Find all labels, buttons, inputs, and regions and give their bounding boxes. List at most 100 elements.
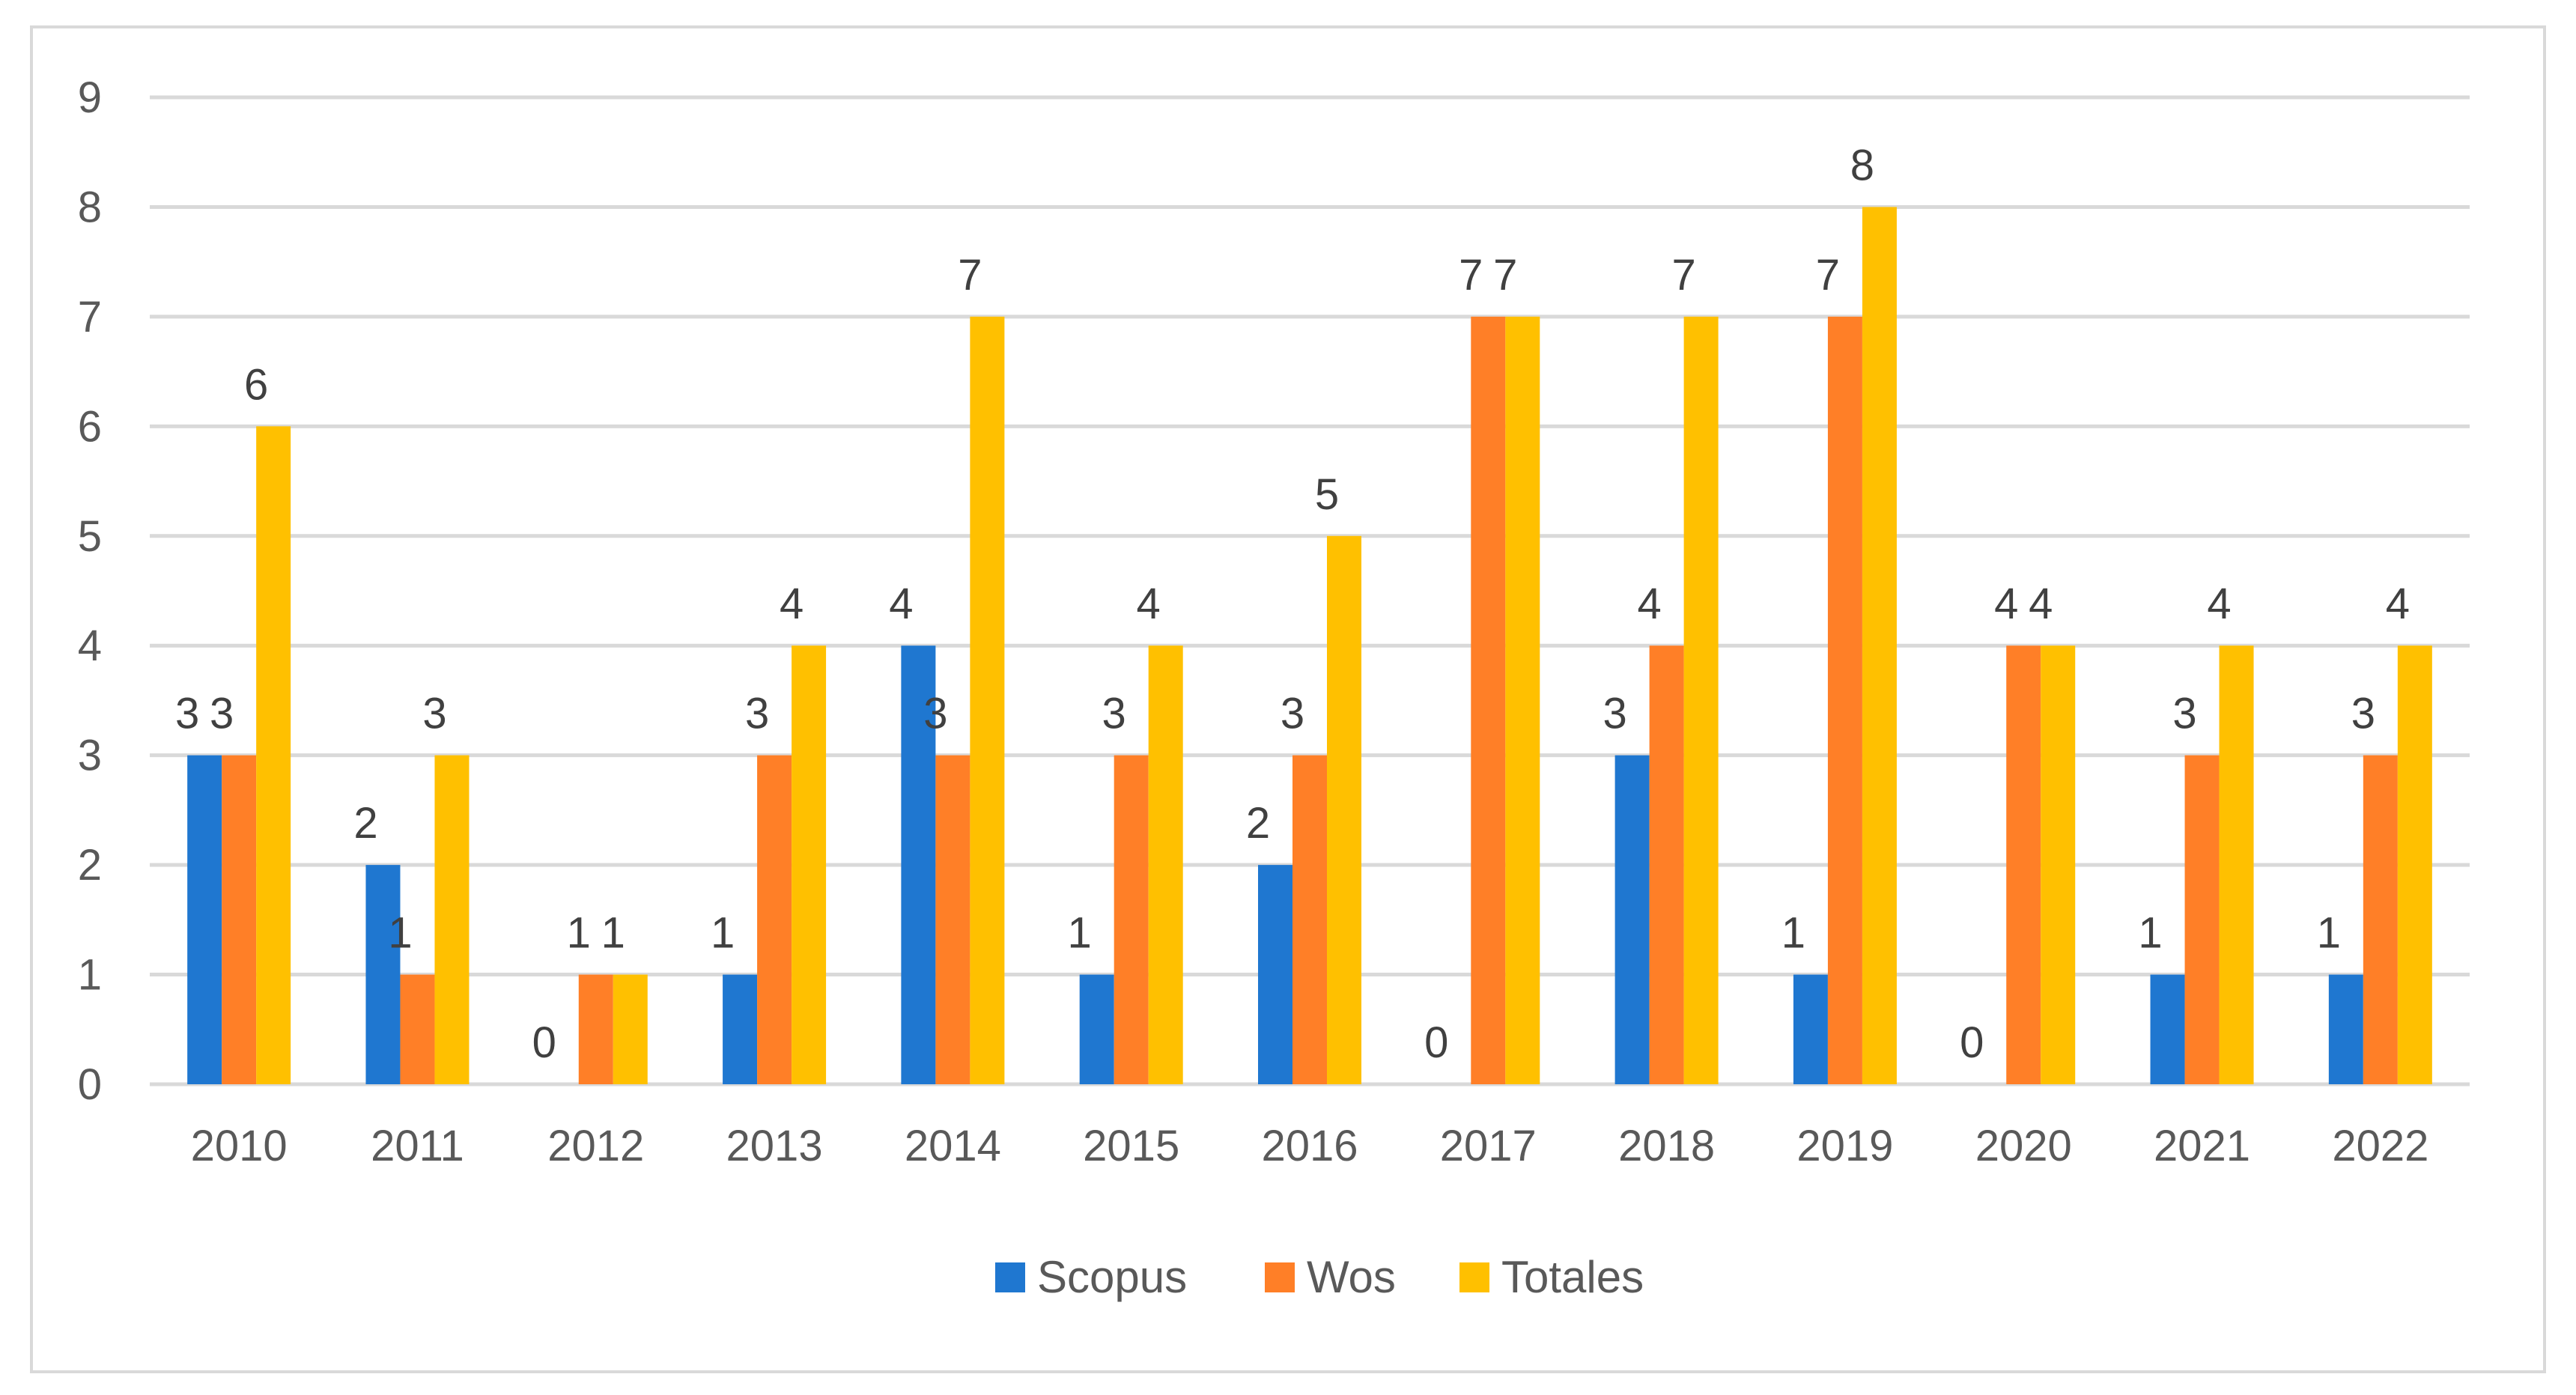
data-label-totales-2015: 4 [1137, 580, 1161, 628]
bar-scopus-2018 [1614, 755, 1650, 1084]
data-label-scopus-2017: 0 [1424, 1018, 1448, 1067]
x-tick-label: 2012 [547, 1122, 644, 1170]
data-label-scopus-2020: 0 [1960, 1018, 1984, 1067]
data-label-wos-2012: 1 [567, 909, 591, 958]
bar-wos-2021 [2184, 755, 2220, 1084]
legend-label-wos: Wos [1307, 1252, 1396, 1302]
data-label-wos-2021: 3 [2172, 690, 2196, 738]
x-tick-label: 2011 [371, 1122, 464, 1170]
bar-scopus-2022 [2328, 974, 2363, 1084]
data-label-wos-2015: 3 [1102, 690, 1126, 738]
bar-scopus-2021 [2150, 974, 2185, 1084]
bar-totales-2020 [2041, 645, 2076, 1084]
bar-wos-2014 [935, 755, 970, 1084]
bar-wos-2011 [400, 974, 435, 1084]
bar-wos-2017 [1471, 316, 1506, 1084]
y-tick-label: 3 [78, 732, 102, 780]
data-label-totales-2011: 3 [422, 690, 446, 738]
bar-wos-2010 [222, 755, 257, 1084]
bar-wos-2022 [2363, 755, 2398, 1084]
bars [187, 207, 2432, 1084]
bar-wos-2012 [578, 974, 613, 1084]
y-axis-ticks: 0 1 2 3 4 5 6 7 8 9 [78, 73, 102, 1109]
bar-scopus-2016 [1258, 865, 1292, 1084]
x-tick-label: 2020 [1975, 1122, 2072, 1170]
data-label-scopus-2011: 2 [353, 799, 377, 848]
bar-wos-2015 [1114, 755, 1149, 1084]
data-label-wos-2016: 3 [1281, 690, 1304, 738]
bar-scopus-2010 [187, 755, 222, 1084]
x-tick-label: 2019 [1796, 1122, 1893, 1170]
data-label-totales-2012: 1 [601, 909, 625, 958]
data-label-totales-2014: 7 [958, 251, 982, 300]
data-label-wos-2022: 3 [2351, 690, 2375, 738]
data-label-wos-2014: 3 [923, 690, 947, 738]
x-tick-label: 2013 [726, 1122, 823, 1170]
x-tick-label: 2015 [1083, 1122, 1179, 1170]
bar-totales-2022 [2397, 645, 2432, 1084]
legend-label-totales: Totales [1501, 1252, 1644, 1302]
y-tick-label: 8 [78, 183, 102, 231]
data-label-scopus-2010: 3 [175, 690, 199, 738]
x-tick-label: 2021 [2154, 1122, 2250, 1170]
bar-scopus-2015 [1079, 974, 1114, 1084]
bar-totales-2012 [613, 974, 648, 1084]
data-label-totales-2013: 4 [780, 580, 804, 628]
data-label-totales-2018: 7 [1671, 251, 1695, 300]
gridlines [150, 95, 2470, 1086]
legend-swatch-totales [1459, 1262, 1489, 1292]
bar-wos-2020 [2006, 645, 2041, 1084]
bar-scopus-2019 [1793, 974, 1828, 1084]
bar-totales-2016 [1327, 535, 1361, 1084]
data-label-scopus-2018: 3 [1603, 690, 1626, 738]
y-tick-label: 2 [78, 841, 102, 890]
data-label-wos-2019: 7 [1816, 251, 1840, 300]
legend-swatch-scopus [995, 1262, 1025, 1292]
y-tick-label: 6 [78, 402, 102, 451]
bar-totales-2017 [1505, 316, 1540, 1084]
data-label-scopus-2016: 2 [1246, 799, 1270, 848]
x-tick-label: 2010 [191, 1122, 288, 1170]
data-label-wos-2010: 3 [210, 690, 234, 738]
data-label-wos-2018: 4 [1637, 580, 1661, 628]
y-tick-label: 7 [78, 293, 102, 341]
data-label-scopus-2012: 0 [532, 1018, 556, 1067]
data-label-scopus-2022: 1 [2317, 909, 2341, 958]
x-tick-label: 2018 [1618, 1122, 1715, 1170]
data-label-totales-2010: 6 [244, 360, 268, 409]
x-tick-label: 2017 [1440, 1122, 1537, 1170]
x-tick-label: 2016 [1261, 1122, 1358, 1170]
x-tick-label: 2014 [905, 1122, 1001, 1170]
bar-totales-2011 [434, 755, 470, 1084]
bar-totales-2010 [256, 426, 291, 1084]
data-label-wos-2017: 7 [1459, 251, 1483, 300]
x-tick-label: 2022 [2332, 1122, 2428, 1170]
data-label-wos-2013: 3 [745, 690, 769, 738]
legend-label-scopus: Scopus [1037, 1252, 1187, 1302]
bar-totales-2019 [1862, 207, 1897, 1084]
y-tick-label: 1 [78, 951, 102, 1000]
data-label-totales-2020: 4 [2029, 580, 2053, 628]
y-tick-label: 0 [78, 1060, 102, 1109]
data-label-scopus-2013: 1 [711, 909, 735, 958]
data-label-totales-2022: 4 [2386, 580, 2410, 628]
bar-scopus-2013 [723, 974, 758, 1084]
data-label-wos-2020: 4 [1994, 580, 2018, 628]
bar-scopus-2011 [365, 865, 401, 1084]
bar-totales-2013 [792, 645, 827, 1084]
data-label-scopus-2015: 1 [1068, 909, 1092, 958]
bar-scopus-2014 [901, 645, 936, 1084]
x-axis-ticks: 2010 2011 2012 2013 2014 2015 2016 2017 2018 2019… [191, 1122, 2429, 1170]
data-label-totales-2021: 4 [2207, 580, 2231, 628]
bar-totales-2015 [1148, 645, 1183, 1084]
bar-totales-2021 [2219, 645, 2254, 1084]
legend: Scopus Wos Totales [995, 1252, 1644, 1302]
bar-wos-2019 [1827, 316, 1862, 1084]
y-tick-label: 9 [78, 73, 102, 122]
bar-wos-2016 [1292, 755, 1327, 1084]
legend-swatch-wos [1265, 1262, 1295, 1292]
data-label-wos-2011: 1 [388, 909, 412, 958]
